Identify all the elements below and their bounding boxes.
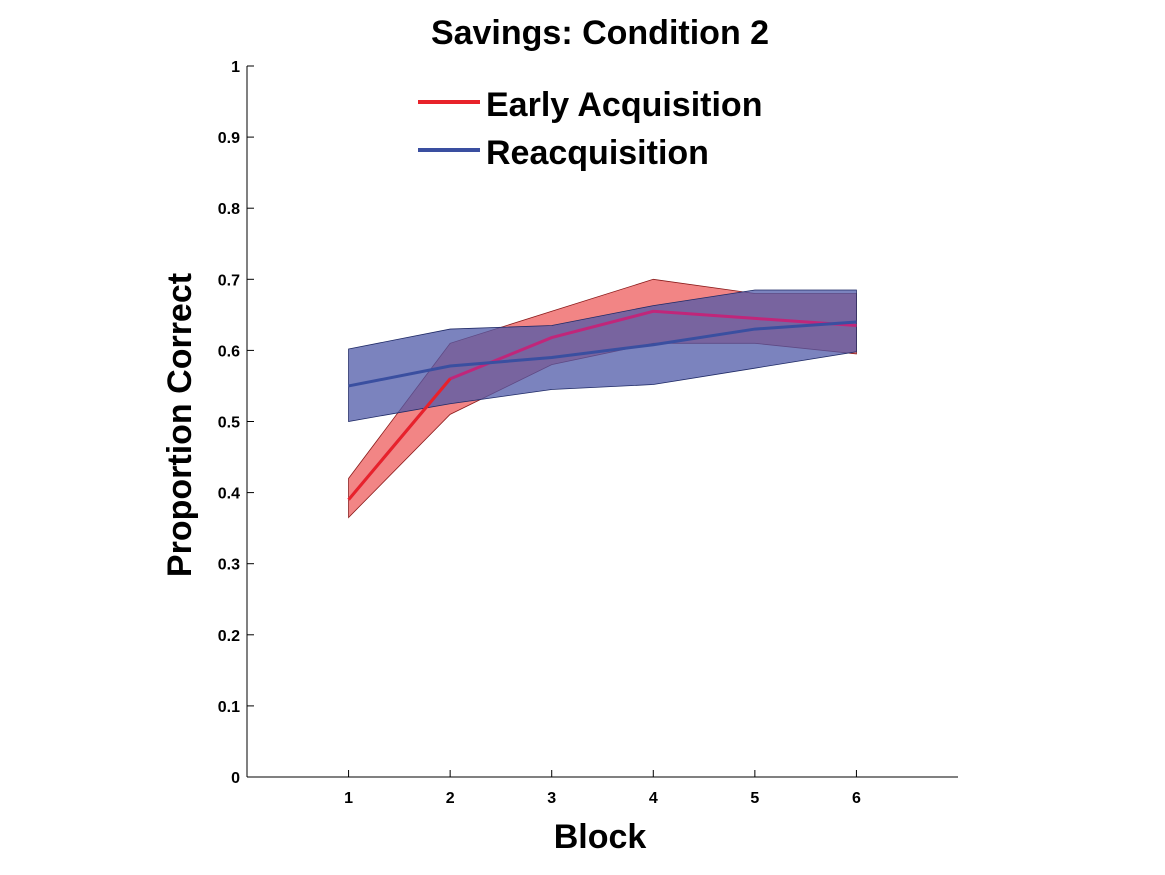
legend-label-1: Early Acquisition bbox=[486, 86, 762, 124]
legend-label-2: Reacquisition bbox=[486, 134, 709, 172]
axes bbox=[246, 65, 958, 778]
x-axis-label: Block bbox=[554, 818, 647, 856]
y-tick-label: 0.7 bbox=[218, 272, 240, 289]
y-tick-label: 0 bbox=[231, 770, 240, 787]
y-tick-label: 0.5 bbox=[218, 415, 240, 432]
series-line-1-start bbox=[347, 377, 452, 501]
y-tick-label: 0.9 bbox=[218, 130, 240, 147]
y-tick-label: 0.2 bbox=[218, 628, 240, 645]
x-tick-label: 3 bbox=[547, 790, 556, 807]
confidence-band-2 bbox=[348, 289, 857, 422]
y-tick-label: 0.8 bbox=[218, 201, 240, 218]
x-tick-label: 6 bbox=[852, 790, 861, 807]
series-lines bbox=[347, 309, 857, 501]
tick-labels: 0 0.1 0.2 0.3 0.4 0.5 0.6 0.7 0.8 0.9 1 1 2 3 4 5 6 bbox=[218, 59, 861, 807]
y-tick-label: 1 bbox=[231, 59, 240, 76]
y-tick-label: 0.3 bbox=[218, 557, 240, 574]
confidence-bands bbox=[348, 278, 857, 519]
x-tick-label: 5 bbox=[750, 790, 759, 807]
legend: Early Acquisition Reacquisition bbox=[418, 86, 762, 172]
x-tick-label: 2 bbox=[446, 790, 455, 807]
y-axis-label: Proportion Correct bbox=[161, 273, 199, 577]
chart-title: Savings: Condition 2 bbox=[431, 14, 769, 52]
x-tick-label: 1 bbox=[344, 790, 353, 807]
y-tick-label: 0.6 bbox=[218, 343, 240, 360]
y-tick-label: 0.1 bbox=[218, 699, 240, 716]
y-tick-label: 0.4 bbox=[218, 486, 240, 503]
series-line-2 bbox=[348, 320, 857, 388]
x-tick-label: 4 bbox=[649, 790, 658, 807]
